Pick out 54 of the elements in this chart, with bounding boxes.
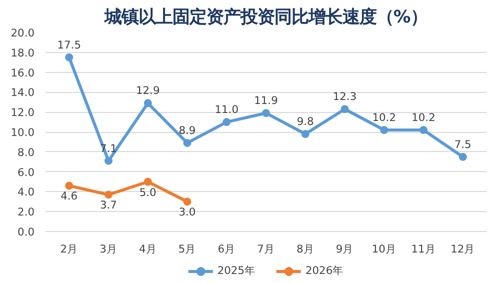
- point: [380, 126, 388, 134]
- point: [144, 178, 152, 186]
- y-tick-label: 2.0: [18, 206, 35, 219]
- point: [301, 130, 310, 138]
- legend-label: 2026年: [306, 264, 344, 278]
- x-tick-label: 7月: [257, 242, 275, 256]
- y-tick-label: 18.0: [10, 46, 35, 60]
- y-tick-label: 4.0: [18, 186, 35, 199]
- point: [183, 138, 192, 147]
- x-tick-label: 11月: [411, 242, 436, 256]
- x-tick-label: 2月: [60, 242, 78, 256]
- x-tick-label: 10月: [372, 242, 396, 256]
- point: [458, 152, 467, 161]
- x-tick-label: 9月: [336, 242, 354, 256]
- y-tick-label: 8.0: [18, 146, 35, 159]
- point: [222, 118, 231, 126]
- data-label: 8.9: [178, 124, 196, 137]
- data-label: 12.9: [136, 84, 160, 98]
- legend-label: 2025年: [217, 264, 256, 278]
- x-tick-label: 8月: [296, 242, 314, 256]
- y-tick-label: 16.0: [10, 66, 35, 80]
- y-tick-label: 6.0: [18, 166, 35, 179]
- point: [65, 53, 74, 62]
- point: [104, 190, 112, 199]
- y-tick-label: 10.0: [10, 126, 35, 139]
- data-label: 12.3: [332, 90, 357, 104]
- data-label: 11.0: [214, 103, 239, 116]
- data-label: 10.2: [372, 111, 396, 124]
- x-tick-label: 6月: [218, 242, 236, 256]
- data-label: 7.5: [454, 138, 472, 151]
- data-label: 10.2: [412, 111, 436, 124]
- point: [420, 126, 428, 134]
- point: [340, 105, 349, 114]
- data-label: 9.8: [296, 114, 314, 128]
- y-tick-label: 20.0: [10, 26, 35, 40]
- point: [104, 156, 112, 165]
- point: [183, 198, 192, 206]
- x-tick-label: 4月: [138, 242, 157, 256]
- point: [144, 99, 152, 108]
- point: [262, 109, 270, 118]
- x-tick-label: 3月: [100, 242, 118, 256]
- x-tick-label: 5月: [178, 242, 196, 256]
- chart-title: 城镇以上固定资产投资同比增长速度（%）: [103, 8, 428, 28]
- x-tick-label: 12月: [450, 242, 476, 256]
- data-label: 3.0: [178, 206, 196, 219]
- point: [65, 182, 74, 190]
- data-label: 4.6: [60, 190, 78, 203]
- y-tick-label: 0.0: [18, 226, 35, 238]
- data-label: 17.5: [57, 38, 81, 52]
- data-label: 11.9: [254, 94, 278, 108]
- data-label: 5.0: [139, 186, 157, 199]
- y-tick-label: 14.0: [10, 86, 35, 100]
- y-tick-label: 12.0: [10, 106, 35, 120]
- data-label: 3.7: [100, 198, 117, 212]
